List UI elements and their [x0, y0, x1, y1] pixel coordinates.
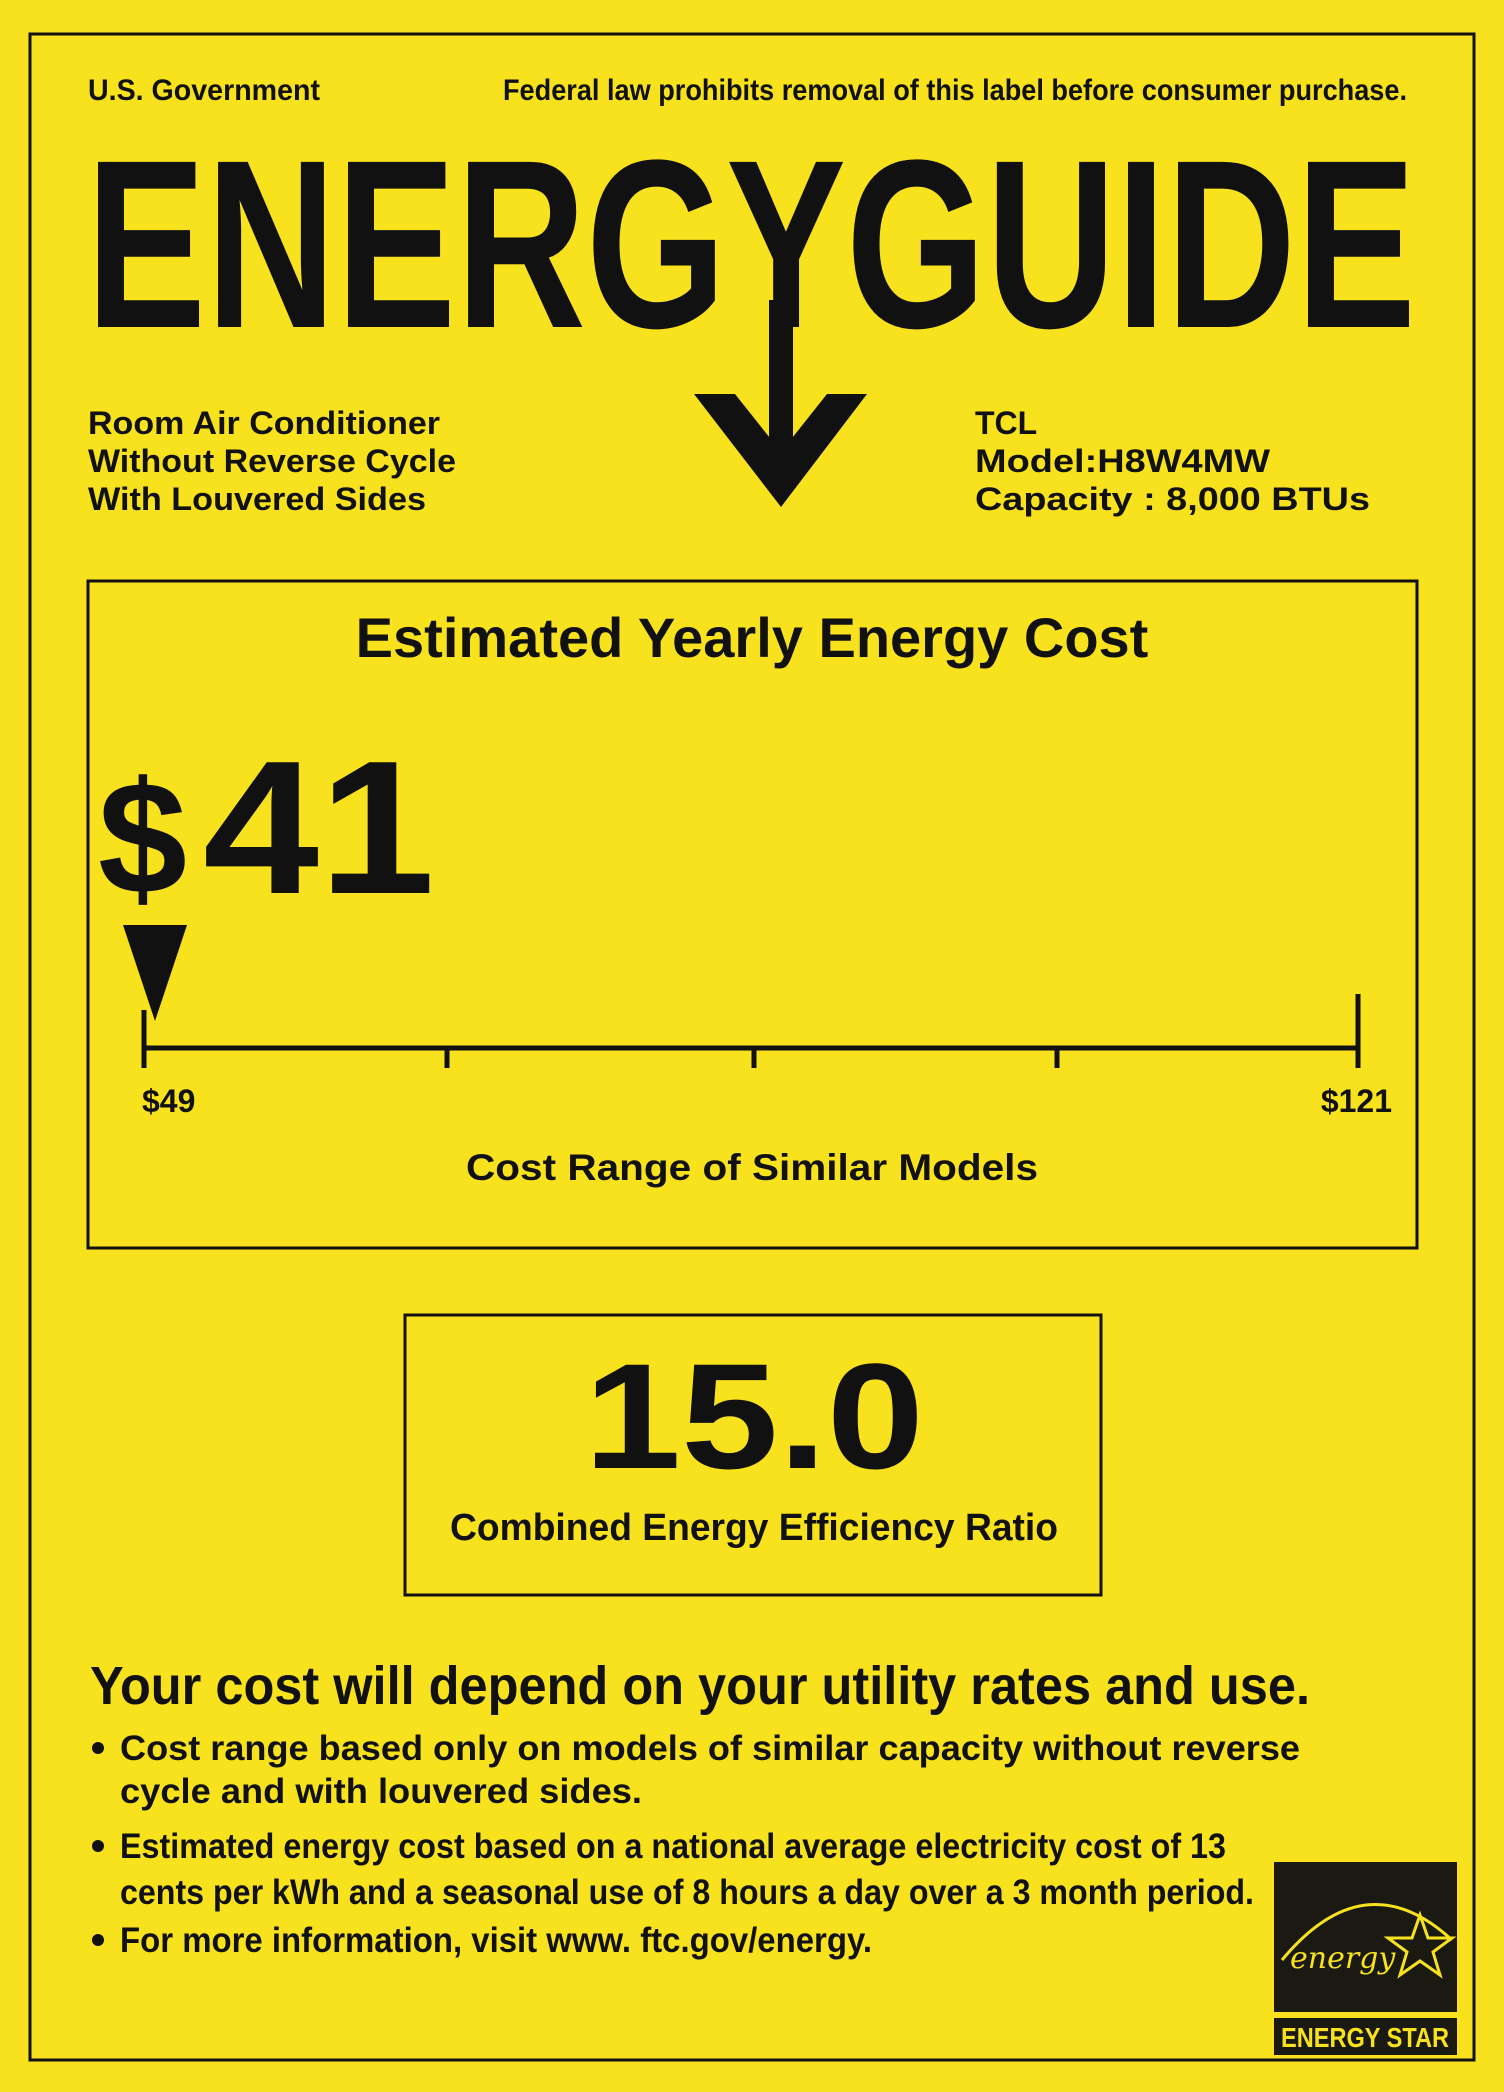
- cost-title: Estimated Yearly Energy Cost: [356, 606, 1149, 669]
- model-text: Model:H8W4MW: [975, 443, 1271, 479]
- bullet-icon: [92, 1742, 104, 1754]
- currency-symbol: $: [98, 748, 187, 927]
- energyguide-title: ENERGYGUIDE: [86, 110, 1416, 378]
- energy-script: energy: [1290, 1941, 1396, 1976]
- energy-star-label: ENERGY STAR: [1281, 2022, 1449, 2053]
- bullet-line: For more information, visit www. ftc.gov…: [120, 1921, 872, 1960]
- cost-box: Estimated Yearly Energy Cost $ 41 $49 $1…: [86, 579, 1419, 1250]
- product-type-line: Room Air Conditioner: [88, 405, 440, 441]
- cost-value: 41: [203, 722, 435, 934]
- range-caption: Cost Range of Similar Models: [466, 1147, 1038, 1188]
- product-info: TCL Model:H8W4MW Capacity : 8,000 BTUs: [975, 405, 1370, 517]
- product-type-line: Without Reverse Cycle: [88, 443, 456, 479]
- bullet-line: Cost range based only on models of simil…: [120, 1729, 1300, 1768]
- ceer-value: 15.0: [584, 1332, 924, 1500]
- footer-heading: Your cost will depend on your utility ra…: [90, 1656, 1310, 1716]
- brand-text: TCL: [975, 405, 1037, 441]
- cost-pointer-icon: [123, 925, 187, 1021]
- product-type-line: With Louvered Sides: [88, 481, 426, 517]
- down-arrow-icon: [694, 300, 867, 507]
- star-icon: [1383, 1910, 1457, 1979]
- energy-star-logo: energy ENERGY STAR: [1274, 1862, 1457, 2055]
- bullet-line: cents per kWh and a seasonal use of 8 ho…: [120, 1873, 1254, 1912]
- bullet-line: Estimated energy cost based on a nationa…: [120, 1827, 1226, 1866]
- cost-range-scale: [141, 994, 1361, 1068]
- range-max-label: $121: [1321, 1083, 1392, 1119]
- issuer-text: U.S. Government: [88, 74, 320, 107]
- bullet-line: cycle and with louvered sides.: [120, 1772, 642, 1811]
- product-type: Room Air Conditioner Without Reverse Cyc…: [88, 405, 456, 517]
- notice-text: Federal law prohibits removal of this la…: [503, 74, 1407, 107]
- label-border: [28, 32, 1476, 2062]
- efficiency-box: 15.0 Combined Energy Efficiency Ratio: [403, 1313, 1103, 1597]
- bullet-icon: [92, 1840, 104, 1852]
- footer-bullets: Cost range based only on models of simil…: [92, 1729, 1300, 1960]
- range-min-label: $49: [142, 1083, 195, 1119]
- ceer-label: Combined Energy Efficiency Ratio: [450, 1507, 1058, 1549]
- bullet-icon: [92, 1934, 104, 1946]
- capacity-text: Capacity : 8,000 BTUs: [975, 481, 1370, 517]
